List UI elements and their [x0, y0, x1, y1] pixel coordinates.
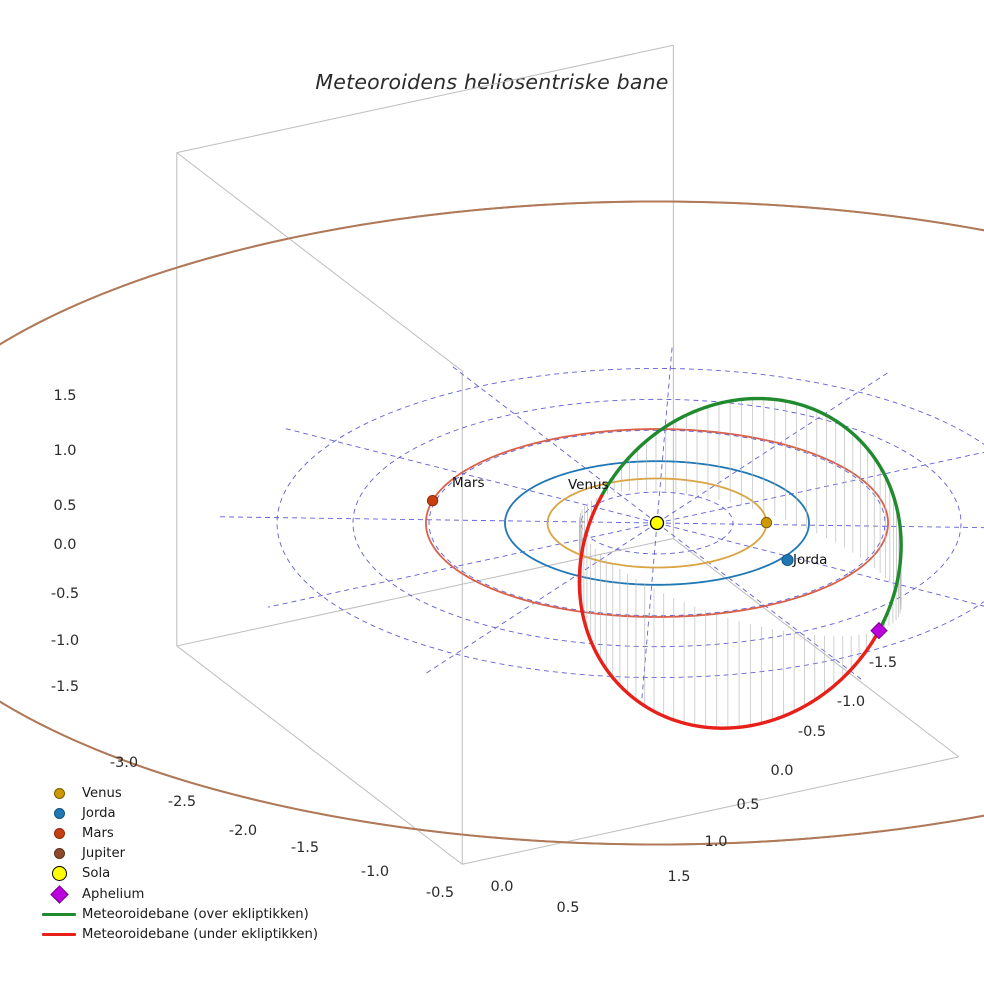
z-tick-5: -1.0 — [50, 633, 80, 649]
z-tick-4: -0.5 — [50, 586, 80, 602]
planet-orbits — [0, 200, 984, 846]
x-tick-5: -0.5 — [425, 885, 455, 901]
legend-label: Venus — [82, 785, 122, 801]
legend-line-icon — [42, 912, 76, 916]
orbit-jupiter — [0, 200, 984, 846]
legend-item-meteoroidebane[interactable]: Meteoroidebane (over ekliptikken) — [36, 904, 336, 924]
z-tick-1: 1.0 — [53, 443, 77, 459]
legend-label: Jupiter — [82, 846, 125, 862]
legend-dot-icon — [53, 807, 65, 819]
legend-item-jorda[interactable]: Jorda — [36, 803, 336, 823]
legend-label: Meteoroidebane (under ekliptikken) — [82, 926, 318, 942]
y-tick-3: 0.0 — [770, 763, 794, 779]
legend-label: Jorda — [82, 805, 116, 821]
legend-dot-icon — [53, 848, 65, 860]
point-label-venus: Venus — [568, 477, 609, 493]
orbit-jorda — [504, 460, 810, 586]
y-tick-4: 0.5 — [736, 797, 760, 813]
jupiter-orbit-arc — [0, 200, 984, 846]
y-tick-1: -1.0 — [836, 694, 866, 710]
x-tick-6: 0.0 — [490, 879, 514, 895]
x-tick-2: -2.0 — [228, 823, 258, 839]
body-markers — [426, 494, 888, 640]
orbit-jupiter — [0, 200, 984, 846]
y-tick-5: 1.0 — [704, 834, 728, 850]
x-tick-4: -1.0 — [360, 864, 390, 880]
legend-label: Sola — [82, 866, 111, 882]
z-tick-3: 0.0 — [53, 537, 77, 553]
legend-label: Aphelium — [82, 886, 145, 902]
y-tick-6: 1.5 — [667, 869, 691, 885]
legend-item-venus[interactable]: Venus — [36, 783, 336, 803]
orbit-mars — [425, 428, 889, 618]
legend-item-meteoroidebane[interactable]: Meteoroidebane (under ekliptikken) — [36, 924, 336, 944]
legend-dot-icon — [53, 827, 65, 839]
legend: Venus Jorda Mars Jupiter Sola Aphelium Meteoro… — [36, 783, 336, 945]
y-tick-0: -1.5 — [868, 655, 898, 671]
legend-dot-icon — [51, 866, 67, 882]
axis-grid — [176, 44, 960, 865]
chart-title: Meteoroidens heliosentriske bane — [315, 70, 669, 94]
z-tick-6: -1.5 — [50, 679, 80, 695]
meteoroid-over-ecliptic — [599, 396, 903, 633]
legend-dot-icon — [53, 787, 65, 799]
x-tick-1: -2.5 — [167, 794, 197, 810]
marker-mars — [426, 494, 439, 507]
legend-item-sola[interactable]: Sola — [36, 864, 336, 884]
x-tick-7: 0.5 — [556, 900, 580, 916]
marker-venus — [760, 516, 773, 529]
x-tick-3: -1.5 — [290, 840, 320, 856]
meteoroid-orbit — [577, 396, 903, 730]
legend-diamond-icon — [49, 884, 69, 904]
z-tick-0: 1.5 — [53, 388, 77, 404]
marker-aphelium — [870, 621, 888, 640]
x-tick-0: -3.0 — [109, 755, 139, 771]
legend-line-icon — [42, 933, 76, 936]
point-label-jorda: Jorda — [793, 552, 828, 568]
legend-item-jupiter[interactable]: Jupiter — [36, 844, 336, 864]
legend-item-aphelium[interactable]: Aphelium — [36, 884, 336, 904]
orbit-height-stems — [579, 398, 902, 729]
meteoroid-under-ecliptic — [577, 494, 880, 730]
z-tick-2: 0.5 — [53, 498, 77, 514]
legend-item-mars[interactable]: Mars — [36, 823, 336, 843]
marker-jorda — [781, 553, 794, 567]
marker-sola — [649, 515, 665, 531]
point-label-mars: Mars — [452, 475, 485, 491]
legend-label: Mars — [82, 825, 114, 841]
y-tick-2: -0.5 — [797, 724, 827, 740]
legend-label: Meteoroidebane (over ekliptikken) — [82, 906, 309, 922]
